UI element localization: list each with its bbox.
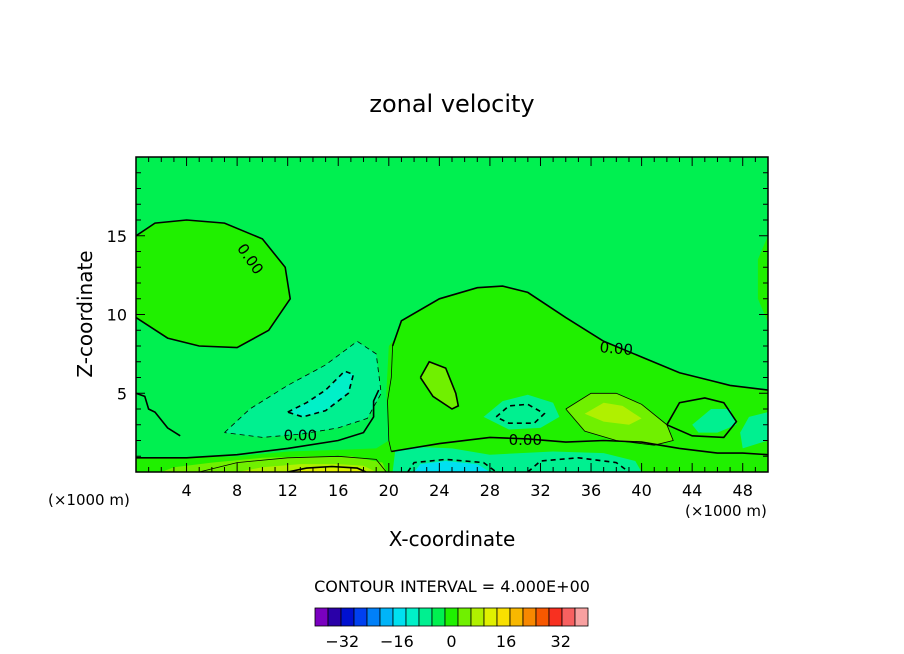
contour-line-positive-contour-lower-left-2 (199, 455, 387, 472)
colorbar-tick-label: 0 (446, 632, 456, 651)
x-tick-label: 40 (631, 481, 651, 500)
contour-label: 0.00 (284, 426, 317, 444)
contour-region-mid-upper-zero-region (392, 286, 768, 405)
colorbar-swatch (509, 607, 524, 627)
x-tick-label: 16 (328, 481, 348, 500)
contour-line-right-negative-contour (495, 403, 546, 425)
contour-region-lower-right-strong-negative (414, 461, 490, 472)
y-axis-label: Z-coordinate (73, 250, 97, 377)
contour-label: 0.00 (509, 431, 542, 449)
x-unit-right: (×1000 m) (685, 502, 767, 520)
contour-line-positive-contour-right-band (565, 392, 674, 446)
contour-line-negative-contour-mid-left (287, 370, 355, 418)
colorbar-tick-label: 32 (551, 632, 571, 651)
x-tick-label: 48 (733, 481, 753, 500)
colorbar-swatch (418, 607, 433, 627)
colorbar-swatch (522, 607, 537, 627)
colorbar-swatch (314, 607, 329, 627)
contour-interval-text: CONTOUR INTERVAL = 4.000E+00 (314, 577, 590, 596)
contour-region-mid-left-negative (224, 341, 382, 438)
contour-line-layer (136, 219, 768, 472)
colorbar-swatch (379, 607, 394, 627)
x-tick-label: 12 (278, 481, 298, 500)
colorbar (314, 607, 589, 627)
x-axis-label: X-coordinate (389, 527, 516, 551)
contour-line-zero-contour-lower-right (391, 436, 768, 456)
y-axis: 5 10 15 (107, 172, 768, 457)
colorbar-tick-label: −16 (380, 632, 414, 651)
x-tick-label: 28 (480, 481, 500, 500)
contour-line-zero-contour-upper-left (136, 219, 292, 349)
colorbar-swatch (548, 607, 563, 627)
contour-region-upper-left-zero-region (136, 220, 291, 348)
x-unit-left: (×1000 m) (48, 491, 130, 509)
colorbar-swatch (431, 607, 446, 627)
contour-line-zero-contour-upper-right (391, 285, 768, 391)
y-tick-label: 5 (117, 384, 127, 403)
colorbar-swatch (496, 607, 511, 627)
contour-label: 0.00 (599, 338, 634, 359)
contour-region-far-right-top-positive (757, 235, 768, 323)
x-tick-label: 8 (232, 481, 242, 500)
contour-region-far-right-negative (692, 409, 737, 433)
x-tick-label: 20 (379, 481, 399, 500)
contour-region-edge-negative (740, 412, 768, 449)
x-axis: 4 8 12 16 20 24 28 32 36 40 44 48 (148, 157, 756, 500)
y-tick-label: 10 (107, 306, 127, 325)
colorbar-tick-label: −32 (325, 632, 359, 651)
colorbar-swatch (574, 607, 589, 627)
x-tick-label: 44 (682, 481, 702, 500)
colorbar-swatch (444, 607, 459, 627)
contour-line-negative-contour-mid-left-outer (224, 340, 382, 438)
colorbar-swatch (340, 607, 355, 627)
colorbar-swatch (470, 607, 485, 627)
colorbar-swatch (392, 607, 407, 627)
x-tick-label: 4 (181, 481, 191, 500)
chart-title: zonal velocity (369, 90, 534, 118)
contour-region-lower-left-peak (287, 468, 366, 472)
x-tick-label: 24 (429, 481, 449, 500)
colorbar-tick-label: 16 (496, 632, 516, 651)
contour-line-left-region-boundary (387, 345, 393, 452)
x-tick-label: 32 (530, 481, 550, 500)
y-tick-label: 15 (107, 227, 127, 246)
colorbar-swatch (405, 607, 420, 627)
contour-line-positive-contour-peak-upper (419, 360, 460, 410)
colorbar-swatch (327, 607, 342, 627)
contour-line-zero-contour-left-edge (136, 392, 181, 437)
contour-region-upper-right-positive (420, 361, 459, 409)
colorbar-swatch (535, 607, 550, 627)
colorbar-swatch (457, 607, 472, 627)
colorbar-swatch (561, 607, 576, 627)
colorbar-swatch (353, 607, 368, 627)
contour-line-zero-contour-middle (136, 389, 380, 459)
colorbar-swatch (366, 607, 381, 627)
colorbar-tick-labels: −32 −16 0 16 32 (325, 632, 570, 651)
plot-area: 0.000.000.000.00 (135, 156, 769, 473)
contour-line-negative-contour-lower-right-2 (527, 456, 630, 472)
x-tick-label: 36 (581, 481, 601, 500)
contour-region-right-band-positive-core (584, 402, 642, 425)
contour-line-zero-contour-right-loop (666, 397, 738, 439)
colorbar-swatch (483, 607, 498, 627)
contour-fill-layer (136, 220, 768, 472)
